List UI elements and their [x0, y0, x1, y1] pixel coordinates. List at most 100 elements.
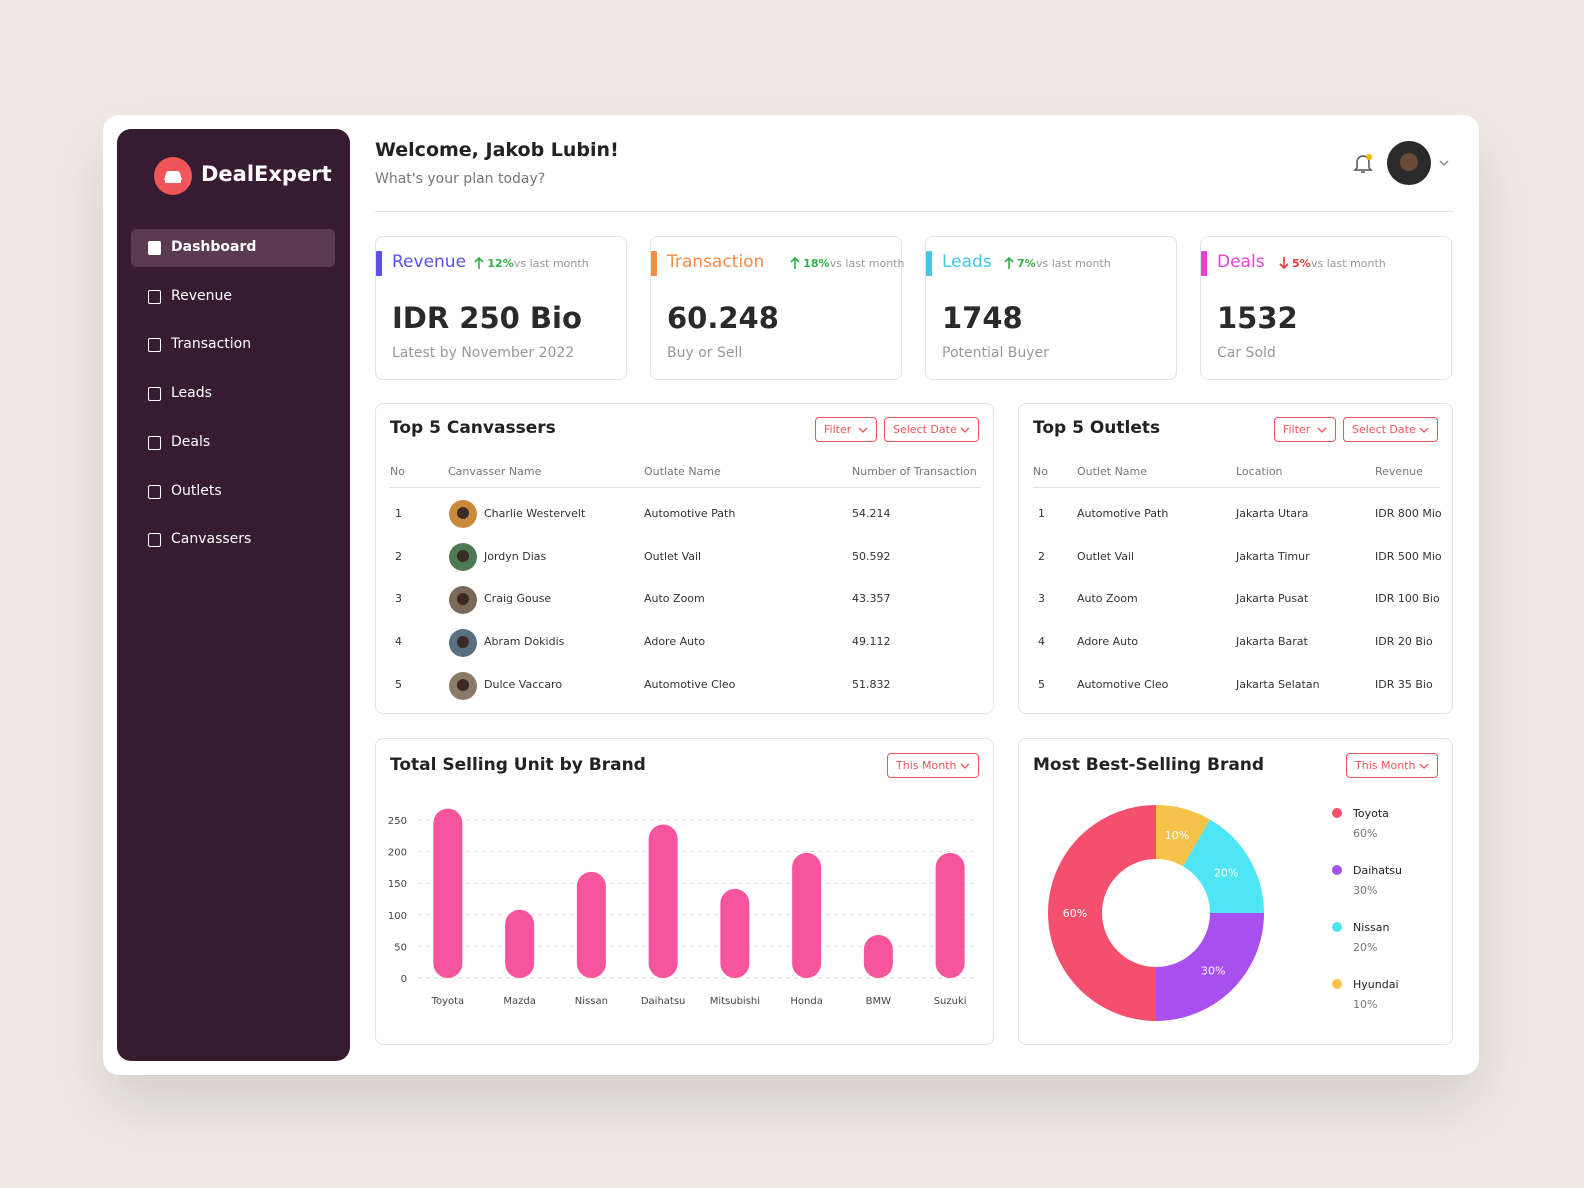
chart-title: Total Selling Unit by Brand	[390, 755, 646, 775]
table-card: Top 5 Outlets Select Date Filter No Outlet N…	[1018, 403, 1453, 714]
kpi-compare: vs last month	[829, 257, 905, 270]
nav-label: Leads	[171, 385, 212, 402]
select-date-button[interactable]: Select Date	[1343, 417, 1438, 442]
legend-swatch	[1332, 922, 1342, 932]
button-icon	[1317, 427, 1327, 433]
table-cell: 43.357	[852, 592, 891, 606]
bar	[720, 888, 750, 978]
table-cell: Jakarta Pusat	[1236, 592, 1309, 606]
graphic	[858, 427, 868, 433]
page-subtitle: What's your plan today?	[375, 171, 546, 187]
table-cell: Automotive Cleo	[644, 677, 736, 691]
table-cell: Jakarta Timur	[1236, 549, 1310, 563]
table-cell: Auto Zoom	[1077, 592, 1138, 606]
nav-item[interactable]: Outlets	[131, 473, 335, 511]
graphic	[790, 256, 800, 269]
bar	[648, 824, 678, 978]
legend-swatch	[1332, 979, 1342, 989]
trend-arrow	[1279, 257, 1289, 270]
button-label: This Month	[1355, 759, 1416, 772]
trend-arrow	[1004, 256, 1014, 269]
person-face	[457, 593, 469, 605]
table-cell: 4	[1038, 635, 1045, 649]
graphic	[1419, 763, 1429, 769]
button-label: Filter	[1283, 423, 1311, 436]
graphic	[1279, 257, 1289, 270]
kpi-card: Deals 5% vs last month 1532 Car Sold	[1200, 236, 1452, 380]
kpi-accent	[926, 251, 932, 276]
nav-item[interactable]: Leads	[131, 375, 335, 413]
x-tick-label: Mitsubishi	[710, 996, 760, 1007]
table-cell: Craig Gouse	[484, 592, 552, 606]
kpi-accent	[651, 251, 657, 276]
chart-title: Most Best-Selling Brand	[1033, 755, 1265, 775]
sidebar	[117, 129, 350, 1061]
y-tick-label: 100	[388, 911, 407, 922]
graphic	[960, 763, 970, 769]
table-cell: IDR 35 Bio	[1375, 677, 1433, 691]
nav-icon	[148, 435, 161, 450]
period-dropdown[interactable]: This Month	[1346, 753, 1438, 778]
table-cell: 2	[1038, 549, 1045, 563]
column-header: No	[1033, 465, 1048, 478]
column-header: Revenue	[1375, 465, 1423, 478]
filter-button[interactable]: Filter	[815, 417, 877, 442]
kpi-label: Transaction	[667, 252, 765, 272]
button-icon	[960, 427, 970, 433]
table-cell: IDR 20 Bio	[1375, 635, 1433, 649]
column-header: Outlet Name	[1077, 465, 1148, 478]
nav-item[interactable]: Dashboard	[131, 229, 335, 267]
nav-icon	[148, 241, 161, 255]
legend-label: Hyundai	[1353, 978, 1399, 991]
nav-label: Canvassers	[171, 531, 252, 548]
table-cell: 49.112	[852, 635, 891, 649]
nav-item[interactable]: Canvassers	[131, 521, 335, 559]
legend-value: 20%	[1353, 941, 1377, 954]
select-date-button[interactable]: Select Date	[884, 417, 979, 442]
column-header: Location	[1236, 465, 1283, 478]
chart-card: 0 50 100 150 200 250 Toyota Mazda Nissan Daihatsu…	[375, 738, 994, 1045]
kpi-change: 7%	[1017, 257, 1036, 270]
nav-label: Outlets	[171, 482, 222, 499]
kpi-accent	[1201, 251, 1207, 276]
column-header: No	[390, 465, 405, 478]
graphic	[449, 629, 477, 657]
filter-button[interactable]: Filter	[1274, 417, 1336, 442]
nav-icon	[148, 289, 161, 304]
table-cell: Jakarta Utara	[1236, 507, 1309, 520]
nav-label: Transaction	[171, 336, 252, 353]
table-cell: IDR 500 Mio	[1375, 549, 1442, 563]
table-cell: Automotive Cleo	[1077, 677, 1169, 691]
bar	[505, 909, 535, 978]
divider	[375, 211, 1453, 212]
kpi-label: Deals	[1217, 252, 1265, 272]
nav-item[interactable]: Revenue	[131, 278, 335, 316]
graphic	[474, 256, 484, 269]
kpi-note: Car Sold	[1217, 345, 1276, 361]
kpi-value: 1748	[942, 301, 1023, 335]
table-cell: Automotive Path	[644, 507, 736, 520]
graphic	[449, 672, 477, 700]
graphic	[1419, 427, 1429, 433]
logo-car	[164, 171, 182, 183]
kpi-note: Potential Buyer	[942, 345, 1049, 361]
bar	[792, 852, 822, 978]
x-tick-label: Toyota	[431, 996, 465, 1007]
y-tick-label: 150	[388, 879, 407, 890]
button-icon	[1419, 763, 1429, 769]
pie-slice	[1156, 805, 1210, 867]
kpi-compare: vs last month	[513, 257, 589, 270]
graphic	[154, 157, 192, 195]
button-label: Filter	[824, 423, 852, 436]
nav-item[interactable]: Transaction	[131, 326, 335, 364]
kpi-label: Leads	[942, 252, 992, 272]
table-cell: Dulce Vaccaro	[484, 677, 563, 691]
table-cell: 5	[395, 677, 402, 691]
kpi-change: 12%	[487, 257, 514, 270]
slice-label: 10%	[1165, 829, 1189, 842]
period-dropdown[interactable]: This Month	[887, 753, 979, 778]
nav-label: Deals	[171, 433, 211, 450]
slice-label: 60%	[1063, 907, 1087, 920]
nav-item[interactable]: Deals	[131, 424, 335, 462]
